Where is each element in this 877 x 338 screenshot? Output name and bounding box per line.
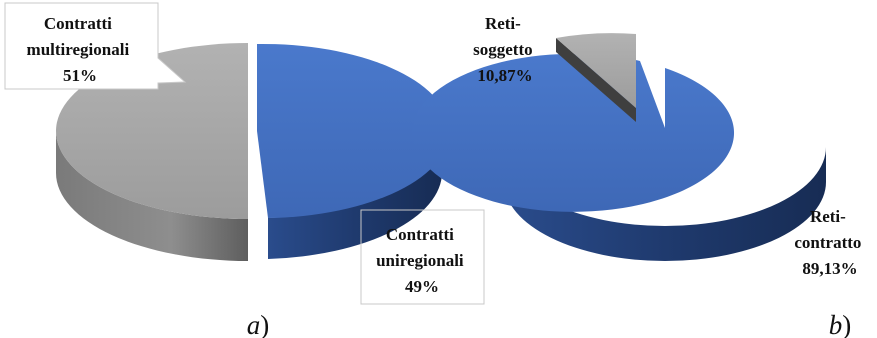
chart-a-label-multiregionali: Contratti multiregionali 51%	[27, 14, 134, 85]
chart-a-value-multiregionali: 51%	[63, 66, 97, 85]
chart-a-slice-multiregionali-side	[56, 131, 248, 261]
chart-b-value-soggetto: 10,87%	[477, 66, 532, 85]
chart-b-slice-contratto	[412, 53, 735, 212]
chart-a-caption: a)	[247, 310, 270, 338]
chart-b-slice-soggetto-side	[556, 38, 636, 122]
chart-a-caption-letter: a	[247, 310, 261, 338]
chart-a-slice-uniregionali	[257, 43, 450, 218]
chart-b-slice-soggetto	[556, 33, 636, 108]
chart-b-label-soggetto: Reti- soggetto 10,87%	[473, 14, 537, 85]
chart-a-label-uniregionali-line2: uniregionali	[376, 251, 464, 270]
chart-a-slice-uniregionali-side	[268, 131, 443, 259]
chart-b-label-soggetto-line1: Reti-	[485, 14, 521, 33]
chart-a: Contratti multiregionali 51% Contratti u…	[4, 2, 485, 338]
chart-a-label-multiregionali-line1: Contratti	[44, 14, 112, 33]
chart-a-label-multiregionali-line2: multiregionali	[27, 40, 130, 59]
chart-b: Reti- soggetto 10,87% Reti- contratto 89…	[412, 14, 865, 338]
chart-b-label-soggetto-line2: soggetto	[473, 40, 532, 59]
chart-b-label-contratto-line1: Reti-	[810, 207, 846, 226]
chart-a-label-uniregionali: Contratti uniregionali 49%	[376, 225, 468, 296]
chart-a-callout-multiregionali	[4, 2, 187, 90]
chart-b-label-contratto-line2: contratto	[794, 233, 861, 252]
chart-a-value-uniregionali: 49%	[405, 277, 439, 296]
chart-b-caption: b)	[829, 310, 852, 338]
chart-a-callout-uniregionali	[360, 209, 485, 305]
chart-b-caption-paren: )	[842, 310, 851, 338]
chart-a-caption-paren: )	[260, 310, 269, 338]
chart-b-slice-contratto-side	[504, 147, 826, 261]
chart-a-label-uniregionali-line1: Contratti	[386, 225, 454, 244]
chart-b-label-contratto: Reti- contratto 89,13%	[794, 207, 865, 278]
chart-b-caption-letter: b	[829, 310, 843, 338]
chart-b-value-contratto: 89,13%	[802, 259, 857, 278]
